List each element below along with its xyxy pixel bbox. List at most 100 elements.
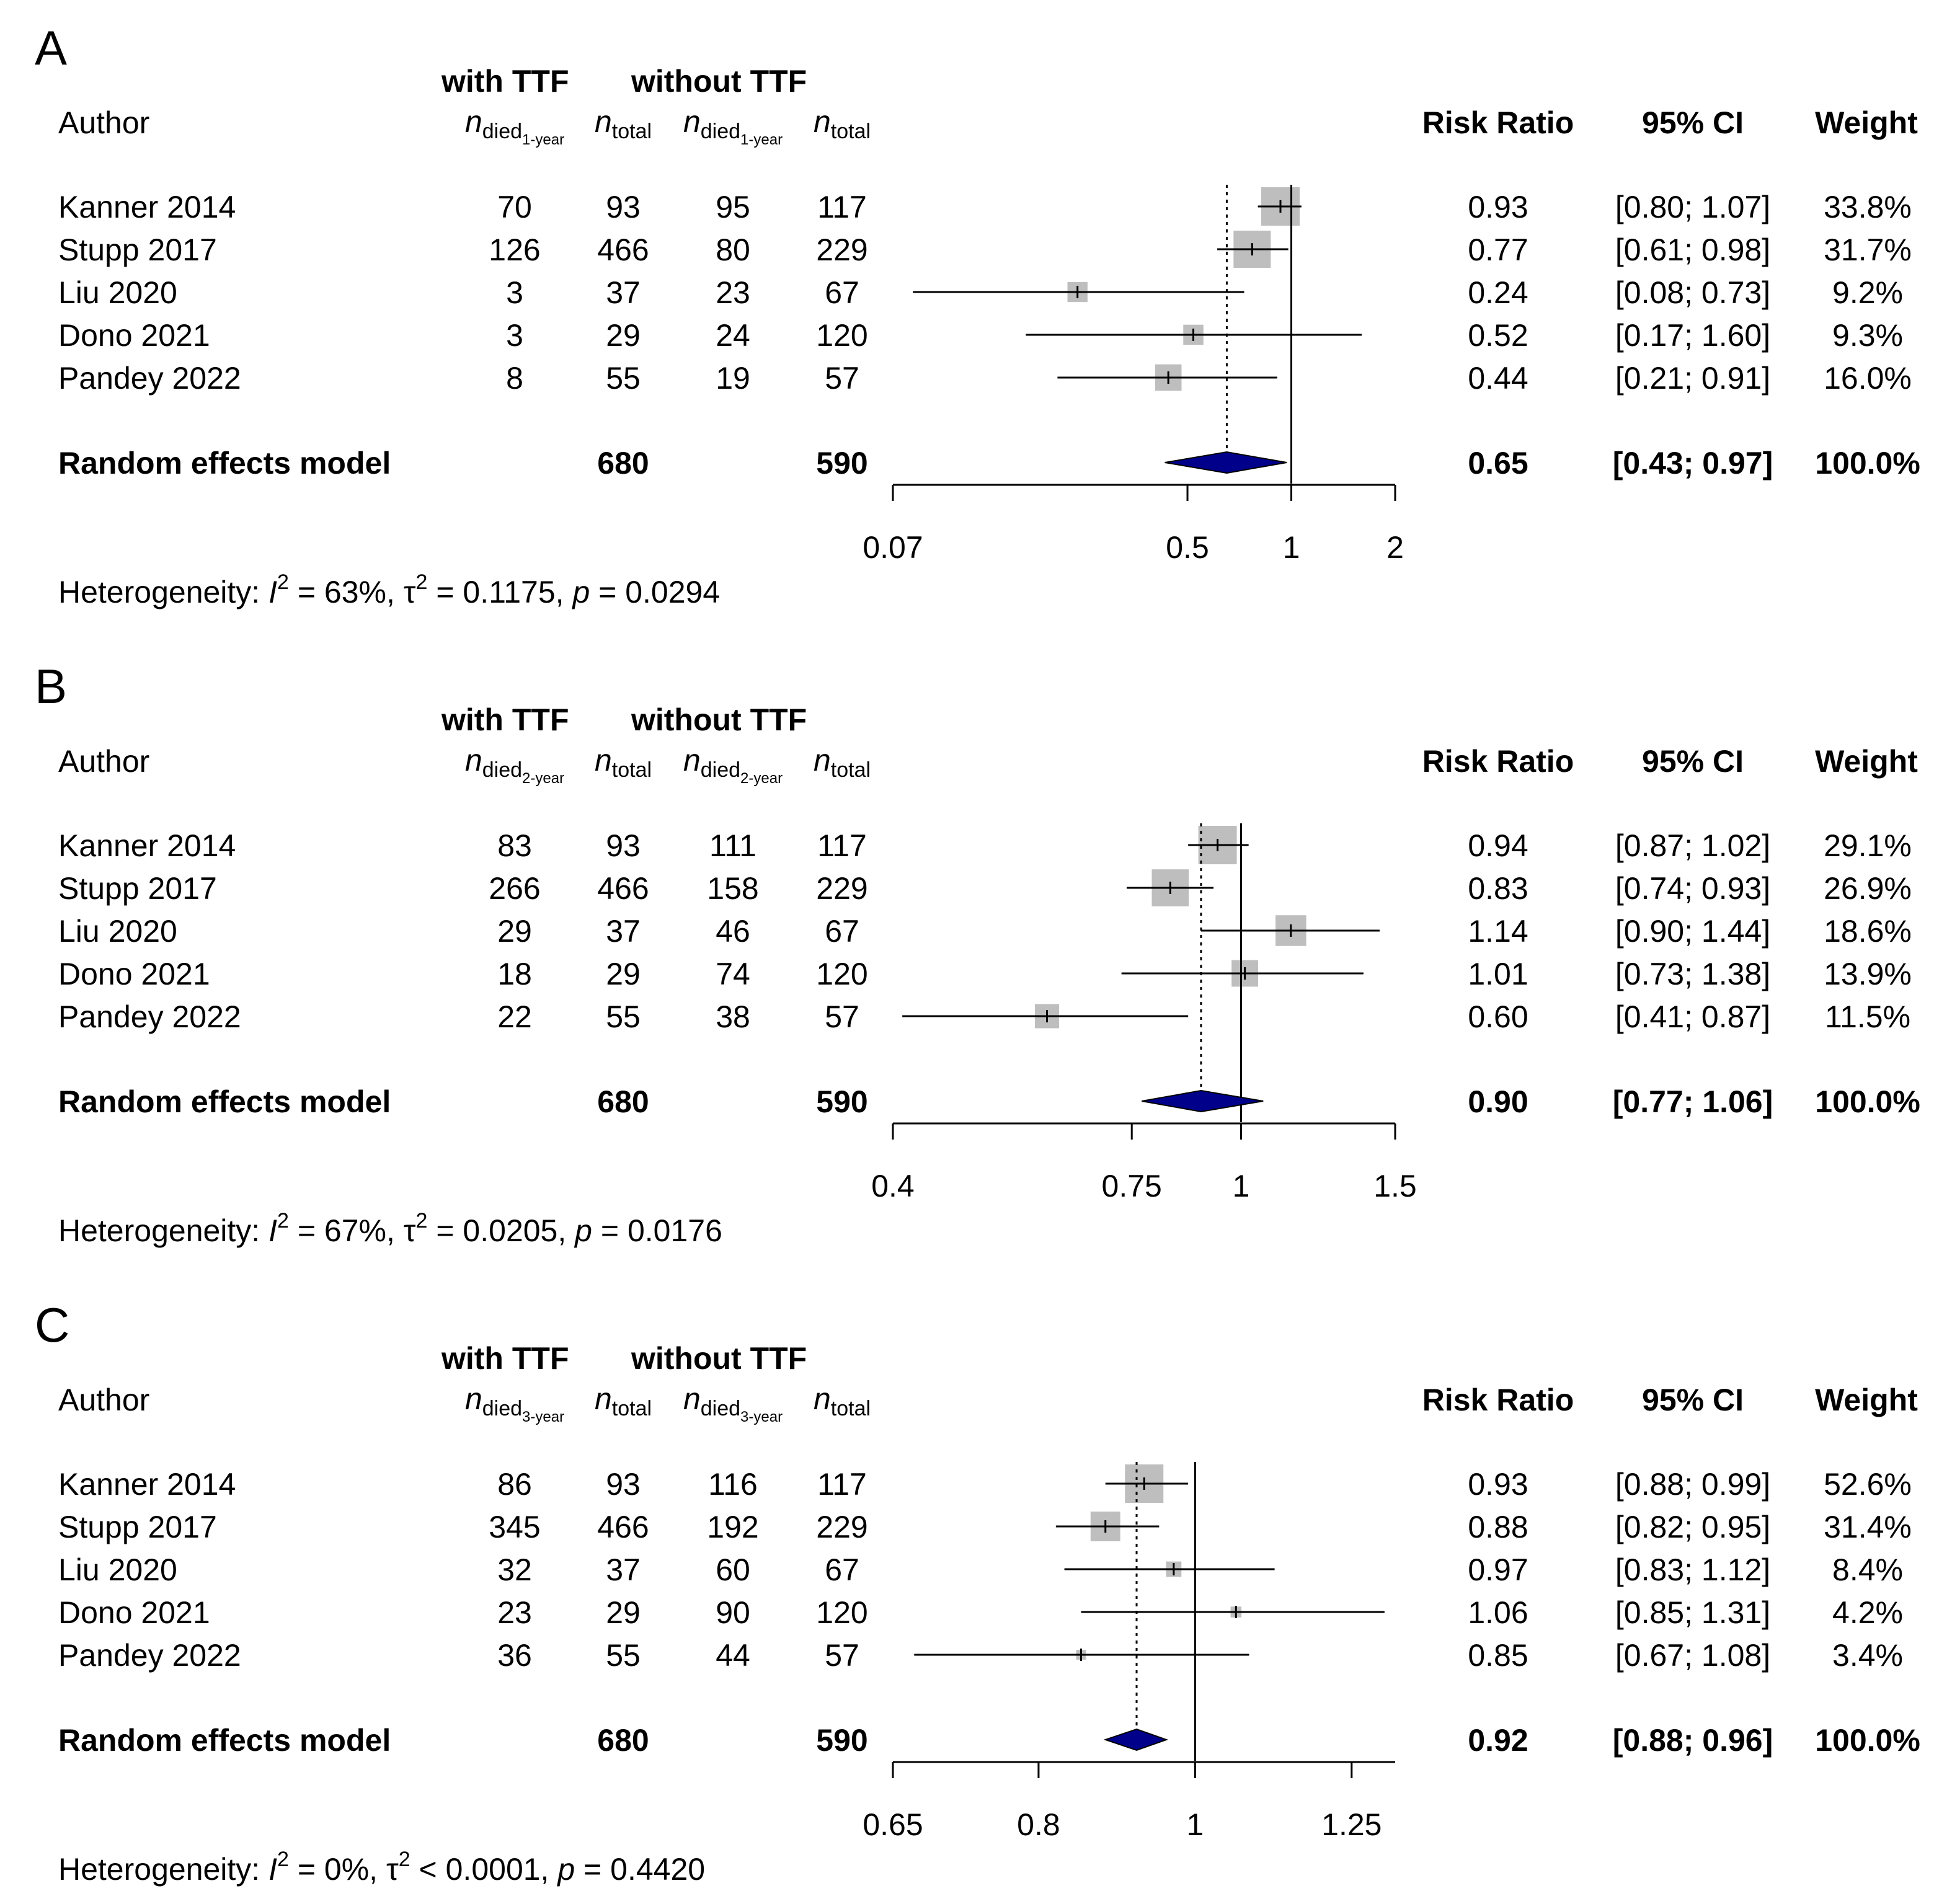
heterogeneity-prefix: Heterogeneity: [58,1852,268,1887]
group-header-without: without TTF [631,64,807,99]
pooled-label: Random effects model [58,1084,391,1119]
study-total-without: 67 [825,275,859,310]
study-total-with: 37 [606,1552,641,1587]
study-total-with: 55 [606,999,641,1034]
study-risk-ratio: 0.93 [1468,190,1528,224]
study-ci: [0.67; 1.08] [1615,1638,1770,1673]
p-value: = 0.4420 [575,1852,705,1887]
n-symbol: n [814,1381,831,1416]
heterogeneity-text: Heterogeneity: I2 = 63%, τ2 = 0.1175, p … [58,570,720,609]
study-author: Dono 2021 [58,318,210,353]
study-events-without: 38 [716,999,750,1034]
p-value: = 0.0176 [592,1213,722,1248]
study-weight: 52.6% [1824,1467,1912,1502]
pooled-diamond [1142,1089,1264,1113]
study-weight: 33.8% [1824,190,1912,224]
pooled-row: Random effects model 680 590 0.92 [0.88; 0.9… [58,1723,1920,1758]
study-events-with: 126 [489,232,540,267]
col-header-risk-ratio: Risk Ratio [1422,105,1574,140]
subscript-time: 1-year [740,131,783,148]
pooled-weight: 100.0% [1815,1084,1920,1119]
x-axis-tick-label: 2 [1386,530,1404,565]
col-header-risk-ratio: Risk Ratio [1422,744,1574,779]
subscript-died: died [482,758,522,782]
subscript-time: 3-year [522,1409,564,1425]
n-symbol: n [595,104,612,139]
study-events-without: 46 [716,914,750,949]
study-events-with: 70 [497,190,532,224]
study-events-with: 22 [497,999,532,1034]
subscript-died: died [701,758,740,782]
study-total-with: 37 [606,275,641,310]
study-author: Liu 2020 [58,1552,177,1587]
study-risk-ratio: 0.52 [1468,318,1528,353]
n-symbol: n [683,104,701,139]
study-row: Kanner 2014 70 93 95 117 0.93 [0.80; 1.07] 33.8… [58,187,1912,226]
pooled-risk-ratio: 0.90 [1468,1084,1528,1119]
subscript-time: 2-year [522,770,564,787]
study-author: Stupp 2017 [58,871,217,906]
p-value: = 0.0294 [590,575,720,609]
n-symbol: n [683,1381,701,1416]
study-ci: [0.87; 1.02] [1615,828,1770,863]
col-header-ci: 95% CI [1642,105,1744,140]
study-events-with: 36 [497,1638,532,1673]
x-axis-tick-label: 0.8 [1017,1807,1060,1842]
study-weight: 9.3% [1832,318,1903,353]
study-weight: 18.6% [1824,914,1912,949]
col-header-weight: Weight [1815,105,1918,140]
study-author: Dono 2021 [58,957,210,991]
study-events-with: 29 [497,914,532,949]
study-weight: 31.4% [1824,1510,1912,1544]
group-header-with: with TTF [441,1341,569,1376]
subscript-time: 2-year [740,770,783,787]
study-total-without: 229 [816,871,867,906]
pooled-label: Random effects model [58,446,391,480]
n-symbol: n [683,743,701,777]
study-total-with: 55 [606,361,641,396]
study-total-without: 117 [817,1467,867,1502]
pooled-ci: [0.43; 0.97] [1613,446,1773,480]
study-author: Stupp 2017 [58,232,217,267]
study-events-without: 95 [716,190,750,224]
study-total-without: 57 [825,999,859,1034]
i-squared-symbol: I [268,575,277,609]
panel-label: A [35,20,67,75]
subscript-total: total [831,758,871,782]
study-total-without: 57 [825,361,859,396]
pooled-risk-ratio: 0.65 [1468,446,1528,480]
pooled-label: Random effects model [58,1723,391,1758]
study-events-without: 74 [716,957,750,991]
study-ci: [0.21; 0.91] [1615,361,1770,396]
study-author: Pandey 2022 [58,1638,241,1673]
study-row: Pandey 2022 22 55 38 57 0.60 [0.41; 0.87] 11.5% [58,999,1910,1034]
pooled-total-without: 590 [816,1723,867,1758]
study-risk-ratio: 0.77 [1468,232,1528,267]
n-symbol: n [465,1381,482,1416]
subscript-died: died [701,1397,740,1420]
study-row: Dono 2021 18 29 74 120 1.01 [0.73; 1.38] 13.9% [58,957,1912,991]
study-risk-ratio: 0.83 [1468,871,1528,906]
study-events-without: 19 [716,361,750,396]
study-author: Stupp 2017 [58,1510,217,1544]
pooled-risk-ratio: 0.92 [1468,1723,1528,1758]
tau-symbol: τ [404,575,416,609]
pooled-total-with: 680 [597,446,649,480]
study-events-without: 80 [716,232,750,267]
n-symbol: n [814,743,831,777]
study-ci: [0.74; 0.93] [1615,871,1770,906]
study-events-with: 86 [497,1467,532,1502]
study-row: Liu 2020 3 37 23 67 0.24 [0.08; 0.73] 9.2% [58,275,1903,310]
study-total-without: 120 [816,1595,867,1630]
col-header-events: ndied3-year [683,1381,783,1425]
x-axis-tick-label: 0.5 [1166,530,1209,565]
study-events-without: 44 [716,1638,750,1673]
panel-label: B [35,659,67,714]
pooled-weight: 100.0% [1815,1723,1920,1758]
study-total-with: 29 [606,318,641,353]
study-total-without: 67 [825,914,859,949]
study-events-with: 83 [497,828,532,863]
